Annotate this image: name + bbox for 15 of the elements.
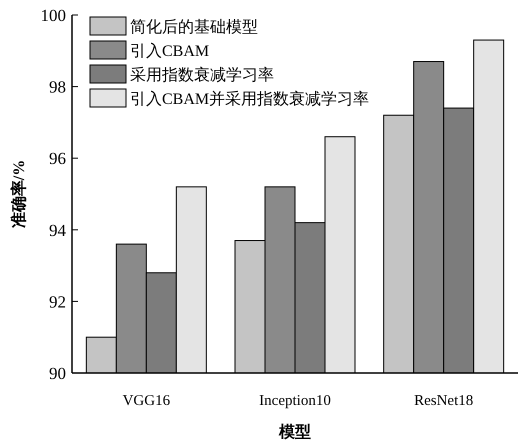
y-tick-label: 94 [49,220,66,240]
legend-label: 引入CBAM并采用指数衰减学习率 [130,90,370,108]
x-tick-label: ResNet18 [414,393,474,409]
y-tick-label: 96 [49,149,66,168]
legend-label: 采用指数衰减学习率 [130,66,274,84]
y-tick-label: 98 [49,78,66,97]
y-tick-label: 90 [49,364,66,383]
legend-label: 引入CBAM [130,42,210,60]
x-tick-label: VGG16 [122,393,171,409]
y-axis-title: 准确率/% [9,160,28,228]
y-tick-label: 92 [49,292,66,312]
legend-label: 简化后的基础模型 [130,18,258,36]
x-tick-label: Inception10 [259,393,331,409]
y-tick-label: 100 [40,6,66,25]
x-axis-title: 模型 [278,423,311,441]
